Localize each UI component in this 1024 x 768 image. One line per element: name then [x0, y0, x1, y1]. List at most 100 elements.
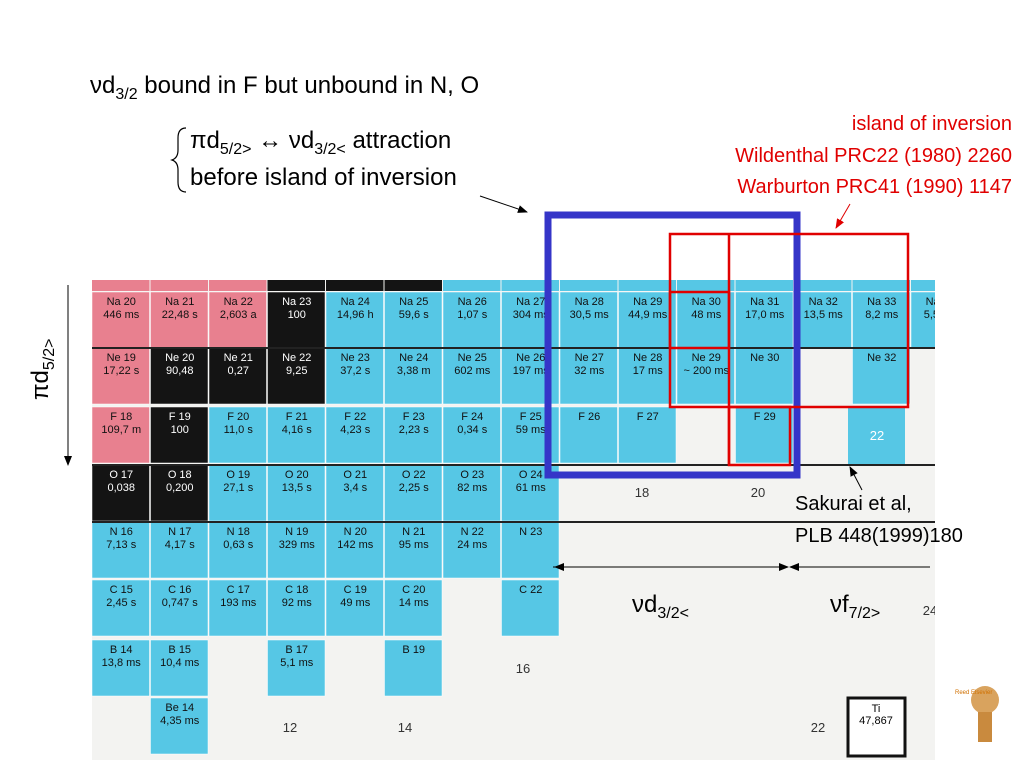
nuclide-name: Ne 21: [224, 352, 253, 364]
cell: [442, 291, 501, 349]
nuclide-name: Na 29: [633, 296, 662, 308]
nuclide-name: Na 20: [107, 296, 136, 308]
half-life: 0,34 s: [457, 424, 487, 436]
logo-text: Reed Elsevier: [955, 690, 992, 696]
half-life: 49 ms: [340, 597, 370, 609]
nuclide-name: O 20: [285, 469, 309, 481]
nuclide-name: Ne 24: [399, 352, 428, 364]
half-life: 24 ms: [457, 539, 487, 551]
half-life: 32 ms: [574, 365, 604, 377]
half-life: 1,07 s: [457, 309, 487, 321]
cell: [384, 521, 443, 579]
cell: [852, 280, 910, 291]
half-life: 109,7 m: [101, 424, 141, 436]
cell: [442, 521, 501, 579]
cell: [794, 280, 852, 291]
cell: [325, 521, 384, 579]
half-life: 100: [288, 309, 306, 321]
title: νd3/2 bound in F but unbound in N, O: [90, 72, 479, 103]
cell: [735, 291, 794, 349]
magic-number: 12: [283, 720, 297, 735]
half-life: 7,13 s: [106, 539, 136, 551]
nuclide-name: F 19: [169, 411, 191, 423]
half-life: 446 ms: [103, 309, 140, 321]
half-life: 82 ms: [457, 482, 487, 494]
half-life: 304 ms: [513, 309, 550, 321]
half-life: 4,23 s: [340, 424, 370, 436]
half-life: 602 ms: [454, 365, 491, 377]
ref: Wildenthal PRC22 (1980) 2260: [735, 145, 1012, 167]
half-life: 0,27: [228, 365, 249, 377]
nuclide-name: F 22: [344, 411, 366, 423]
nuclide-name: N 16: [110, 526, 133, 538]
nuclide-name: Na 26: [458, 296, 487, 308]
cell: [208, 406, 267, 464]
magic-number: 16: [516, 661, 530, 676]
cell: [676, 347, 735, 405]
nuclide-name: Ne 19: [107, 352, 136, 364]
nuclide-name: Na 25: [399, 296, 428, 308]
cell: [267, 280, 325, 291]
half-life: 11,0 s: [224, 424, 254, 436]
nuclide-name: O 24: [519, 469, 543, 481]
box: [544, 211, 801, 479]
half-life: 59 ms: [516, 424, 546, 436]
nuclide-name: F 25: [520, 411, 542, 423]
half-life: 90,48: [166, 365, 194, 377]
cell: [559, 291, 618, 349]
half-life: 14 ms: [399, 597, 429, 609]
cell: [150, 521, 209, 579]
cell: [325, 347, 384, 405]
cell: [442, 406, 501, 464]
half-life: 13,8 ms: [102, 657, 142, 669]
nuclide-name: F 26: [578, 411, 600, 423]
cell: [267, 406, 326, 464]
cell: [92, 280, 150, 291]
magic-number: 20: [751, 485, 765, 500]
half-life: 193 ms: [220, 597, 257, 609]
magic-number: 14: [398, 720, 412, 735]
half-life: 142 ms: [337, 539, 374, 551]
nuclide-name: F 24: [461, 411, 483, 423]
logo: Reed Elsevier: [955, 686, 999, 742]
cell: [267, 347, 326, 405]
range-label: νd3/2<: [632, 591, 689, 622]
half-life: 30,5 ms: [570, 309, 610, 321]
arrow: [849, 466, 863, 491]
cell: [325, 406, 384, 464]
cell: [442, 347, 501, 405]
nuclide-name: C 22: [519, 584, 542, 596]
cell: [560, 280, 618, 291]
cell: [384, 579, 443, 637]
cell: [618, 406, 677, 464]
cell: [852, 291, 911, 349]
nuclide-name: O 21: [343, 469, 367, 481]
nuclide-name: Na 34: [926, 296, 955, 308]
nuclide-name: C 18: [285, 584, 308, 596]
nuclide-name: O 22: [402, 469, 426, 481]
half-life: 2,45 s: [106, 597, 136, 609]
arrow: [479, 195, 528, 213]
cell: [384, 639, 443, 697]
cell: [267, 464, 326, 522]
nuclide-name: Na 24: [341, 296, 370, 308]
half-life: 0,200: [166, 482, 194, 494]
half-life: 2,23 s: [399, 424, 429, 436]
cell: [910, 291, 935, 349]
ref: Warburton PRC41 (1990) 1147: [737, 176, 1012, 198]
half-life: 329 ms: [279, 539, 316, 551]
half-life: 17,0 ms: [745, 309, 785, 321]
cell: [150, 464, 209, 522]
ref: PLB 448(1999)180: [795, 525, 963, 547]
nuclide-name: F 20: [227, 411, 249, 423]
nuclide-name: F 29: [754, 411, 776, 423]
half-life: 8,2 ms: [865, 309, 899, 321]
cell: [501, 280, 559, 291]
nuclide-name: Na 21: [165, 296, 194, 308]
magic-number: 18: [635, 485, 649, 500]
nuclide-name: Ne 25: [458, 352, 487, 364]
cell: [208, 347, 267, 405]
cell: [618, 291, 677, 349]
cell: [384, 347, 443, 405]
half-life: 13,5 ms: [804, 309, 844, 321]
